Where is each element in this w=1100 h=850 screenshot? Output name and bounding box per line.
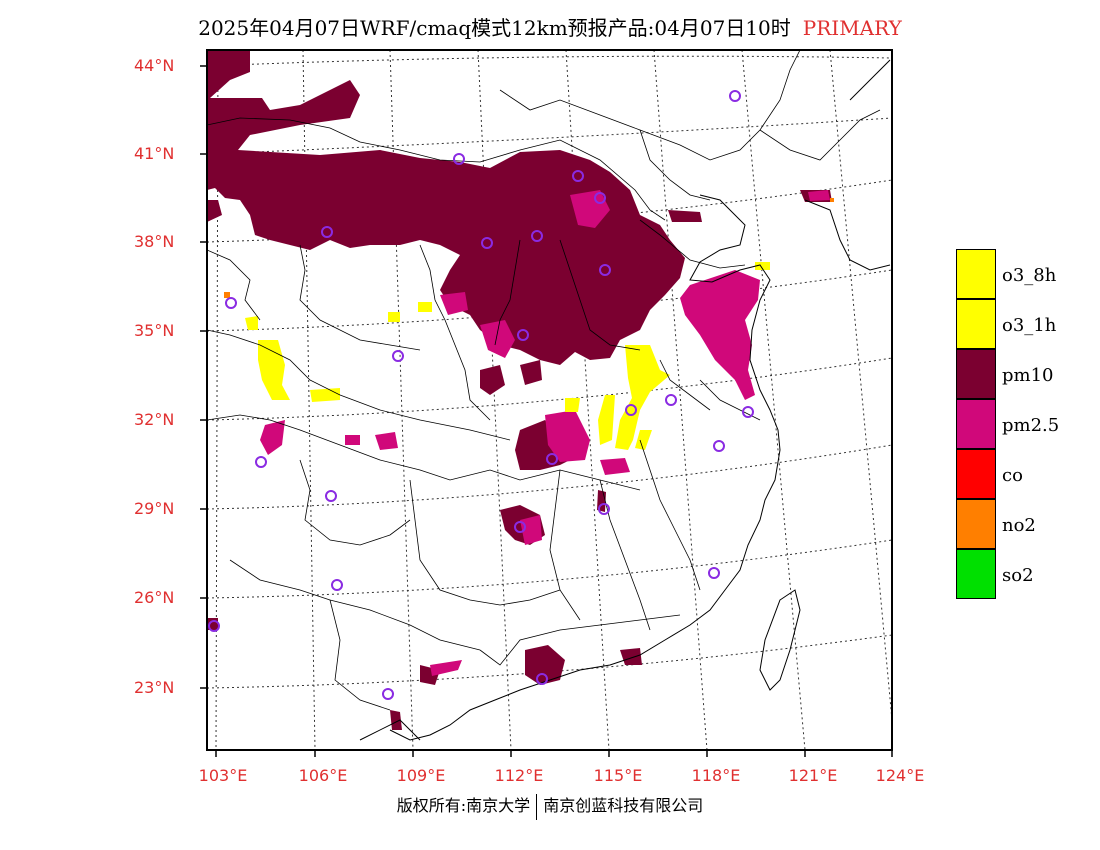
legend-label: o3_8h xyxy=(1002,265,1057,286)
o3-anhui xyxy=(615,345,670,450)
legend-swatch xyxy=(956,549,996,599)
title-text: 2025年04月07日WRF/cmaq模式12km预报产品:04月07日10时 xyxy=(198,16,791,40)
lon-label: 115°E xyxy=(593,766,643,785)
legend-label: pm10 xyxy=(1002,365,1054,386)
pm10-north-belt xyxy=(207,50,685,365)
legend-swatch xyxy=(956,499,996,549)
lon-label: 121°E xyxy=(788,766,838,785)
legend-swatch xyxy=(956,399,996,449)
pm25-areas xyxy=(260,190,830,676)
copyright-footer: 版权所有:南京大学 南京创蓝科技有限公司 xyxy=(0,792,1100,820)
legend-swatch xyxy=(956,449,996,499)
legend-label: co xyxy=(1002,465,1023,486)
legend-swatch xyxy=(956,299,996,349)
lon-label: 109°E xyxy=(396,766,446,785)
legend-label: so2 xyxy=(1002,565,1034,586)
legend-label: no2 xyxy=(1002,515,1036,536)
pm10-areas xyxy=(207,50,832,730)
provincial-boundaries xyxy=(207,50,881,711)
map-title: 2025年04月07日WRF/cmaq模式12km预报产品:04月07日10时 P… xyxy=(0,12,1100,41)
legend-label: pm2.5 xyxy=(1002,415,1060,436)
no2-areas xyxy=(224,198,834,298)
lon-label: 124°E xyxy=(875,766,925,785)
footer-divider xyxy=(536,793,538,820)
lon-label: 106°E xyxy=(298,766,348,785)
copyright-left: 版权所有:南京大学 xyxy=(396,796,531,815)
station-markers xyxy=(208,90,754,700)
lon-label: 112°E xyxy=(494,766,544,785)
copyright-right: 南京创蓝科技有限公司 xyxy=(543,796,704,815)
lat-label: 41°N xyxy=(134,144,175,163)
lat-label: 26°N xyxy=(134,588,175,607)
map-frame xyxy=(206,49,893,751)
lat-label: 44°N xyxy=(134,56,175,75)
legend-swatch xyxy=(956,349,996,399)
title-tag: PRIMARY xyxy=(802,16,902,40)
axis-ticks xyxy=(200,65,893,757)
legend-swatch xyxy=(956,249,996,299)
lat-label: 35°N xyxy=(134,321,175,340)
lat-label: 23°N xyxy=(134,678,175,697)
lat-label: 32°N xyxy=(134,410,175,429)
coastline xyxy=(359,59,891,741)
lat-label: 29°N xyxy=(134,499,175,518)
lon-label: 103°E xyxy=(198,766,248,785)
lat-label: 38°N xyxy=(134,232,175,251)
legend-label: o3_1h xyxy=(1002,315,1057,336)
lon-label: 118°E xyxy=(691,766,741,785)
pm25-shandong xyxy=(680,270,760,400)
